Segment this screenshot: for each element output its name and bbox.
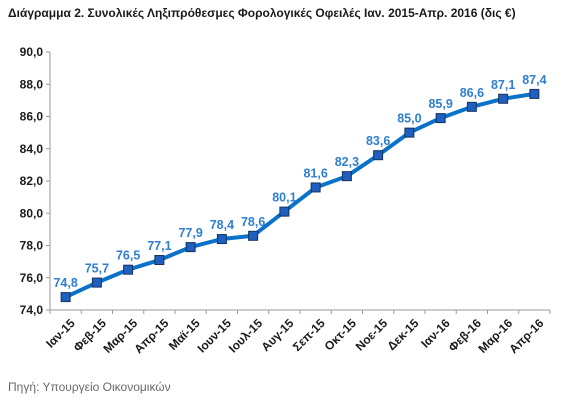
data-point-marker — [498, 93, 509, 104]
x-tick-label: Απρ-15 — [131, 316, 171, 356]
data-label: 85,0 — [397, 112, 421, 126]
chart-title: Διάγραμμα 2. Συνολικές Ληξιπρόθεσμες Φορ… — [8, 6, 516, 20]
data-point-marker — [248, 230, 259, 241]
y-tick-label: 78,0 — [20, 239, 44, 253]
data-label: 87,1 — [491, 78, 515, 92]
data-label: 82,3 — [335, 155, 359, 169]
data-point-marker — [341, 171, 352, 182]
data-label: 75,7 — [85, 262, 109, 276]
data-point-marker — [466, 101, 477, 112]
x-tick-label: Οκτ-15 — [322, 316, 360, 354]
x-tick-label: Ιουλ-15 — [226, 316, 266, 356]
data-point-marker — [154, 255, 165, 266]
x-tick-label: Αυγ-15 — [258, 316, 296, 354]
y-tick-label: 80,0 — [20, 206, 44, 220]
y-axis-ticks: 74,0 76,0 78,0 80,0 82,0 84,0 86,0 88,0 90,0 — [20, 45, 50, 317]
data-label: 80,1 — [272, 191, 296, 205]
data-point-marker — [279, 206, 290, 217]
x-tick-label: Απρ-16 — [506, 316, 546, 356]
data-label: 83,6 — [366, 134, 390, 148]
series-markers — [60, 88, 540, 303]
data-point-marker — [373, 150, 384, 161]
data-label: 78,6 — [241, 215, 265, 229]
data-point-marker — [529, 88, 540, 99]
x-axis-ticks: Ιαν-15Φεβ-15Μαρ-15Απρ-15Μαϊ-15Ιουν-15Ιου… — [43, 310, 551, 356]
data-label: 77,1 — [147, 239, 171, 253]
data-point-marker — [310, 182, 321, 193]
data-point-marker — [404, 127, 415, 138]
data-point-marker — [91, 277, 102, 288]
data-point-marker — [185, 242, 196, 253]
y-tick-label: 82,0 — [20, 174, 44, 188]
y-tick-label: 90,0 — [20, 45, 44, 59]
data-label: 86,6 — [460, 86, 484, 100]
x-tick-label: Ιουν-15 — [195, 316, 235, 356]
x-tick-label: Νοε-15 — [353, 316, 391, 354]
data-label: 76,5 — [116, 249, 140, 263]
data-point-marker — [123, 264, 134, 275]
y-tick-label: 86,0 — [20, 110, 44, 124]
x-tick-label: Δεκ-15 — [384, 316, 421, 353]
data-label: 87,4 — [522, 73, 546, 87]
x-tick-label: Σεπ-15 — [290, 316, 328, 354]
y-tick-label: 74,0 — [20, 303, 44, 317]
data-point-marker — [435, 113, 446, 124]
data-labels: 74,8 75,7 76,5 77,1 77,9 78,4 78,6 80,1 81,6 82,3… — [53, 73, 546, 290]
source-note: Πηγή: Υπουργείο Οικονομικών — [8, 380, 171, 394]
data-label: 78,4 — [210, 218, 234, 232]
data-label: 77,9 — [178, 226, 202, 240]
y-tick-label: 88,0 — [20, 77, 44, 91]
series-line — [64, 91, 535, 299]
y-tick-label: 76,0 — [20, 271, 44, 285]
y-tick-label: 84,0 — [20, 142, 44, 156]
data-label: 85,9 — [428, 97, 452, 111]
data-label: 74,8 — [53, 276, 77, 290]
data-point-marker — [216, 234, 227, 245]
data-point-marker — [60, 292, 71, 303]
data-label: 81,6 — [303, 166, 327, 180]
